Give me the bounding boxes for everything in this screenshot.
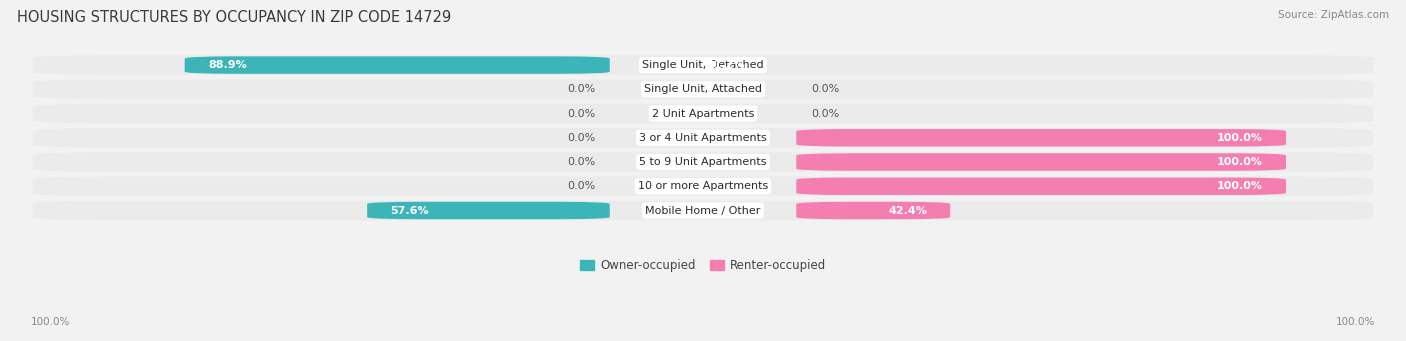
Text: 57.6%: 57.6% (391, 206, 429, 216)
Text: Source: ZipAtlas.com: Source: ZipAtlas.com (1278, 10, 1389, 20)
Text: 100.0%: 100.0% (1216, 181, 1263, 191)
FancyBboxPatch shape (32, 79, 1374, 99)
Text: 5 to 9 Unit Apartments: 5 to 9 Unit Apartments (640, 157, 766, 167)
Text: 0.0%: 0.0% (567, 133, 595, 143)
Legend: Owner-occupied, Renter-occupied: Owner-occupied, Renter-occupied (575, 255, 831, 277)
FancyBboxPatch shape (32, 201, 1374, 220)
Text: 100.0%: 100.0% (1216, 133, 1263, 143)
Text: 0.0%: 0.0% (567, 181, 595, 191)
FancyBboxPatch shape (184, 56, 610, 74)
Text: 3 or 4 Unit Apartments: 3 or 4 Unit Apartments (640, 133, 766, 143)
FancyBboxPatch shape (32, 128, 1374, 148)
FancyBboxPatch shape (796, 153, 1286, 171)
FancyBboxPatch shape (796, 178, 1286, 195)
Text: 0.0%: 0.0% (811, 108, 839, 119)
FancyBboxPatch shape (32, 152, 1374, 172)
Text: 10 or more Apartments: 10 or more Apartments (638, 181, 768, 191)
FancyBboxPatch shape (32, 55, 1374, 75)
Text: 0.0%: 0.0% (567, 108, 595, 119)
FancyBboxPatch shape (796, 129, 1286, 147)
Text: 42.4%: 42.4% (889, 206, 927, 216)
FancyBboxPatch shape (32, 104, 1374, 123)
Text: 100.0%: 100.0% (31, 317, 70, 327)
Text: 100.0%: 100.0% (1336, 317, 1375, 327)
Text: HOUSING STRUCTURES BY OCCUPANCY IN ZIP CODE 14729: HOUSING STRUCTURES BY OCCUPANCY IN ZIP C… (17, 10, 451, 25)
Text: Single Unit, Attached: Single Unit, Attached (644, 84, 762, 94)
FancyBboxPatch shape (32, 177, 1374, 196)
Text: Mobile Home / Other: Mobile Home / Other (645, 206, 761, 216)
FancyBboxPatch shape (796, 202, 950, 219)
FancyBboxPatch shape (367, 202, 610, 219)
Text: 0.0%: 0.0% (567, 84, 595, 94)
Text: 11.2%: 11.2% (706, 60, 745, 70)
Text: 0.0%: 0.0% (567, 157, 595, 167)
Text: 88.9%: 88.9% (208, 60, 246, 70)
Text: 0.0%: 0.0% (811, 84, 839, 94)
Text: 100.0%: 100.0% (1216, 157, 1263, 167)
Text: 2 Unit Apartments: 2 Unit Apartments (652, 108, 754, 119)
Text: Single Unit, Detached: Single Unit, Detached (643, 60, 763, 70)
